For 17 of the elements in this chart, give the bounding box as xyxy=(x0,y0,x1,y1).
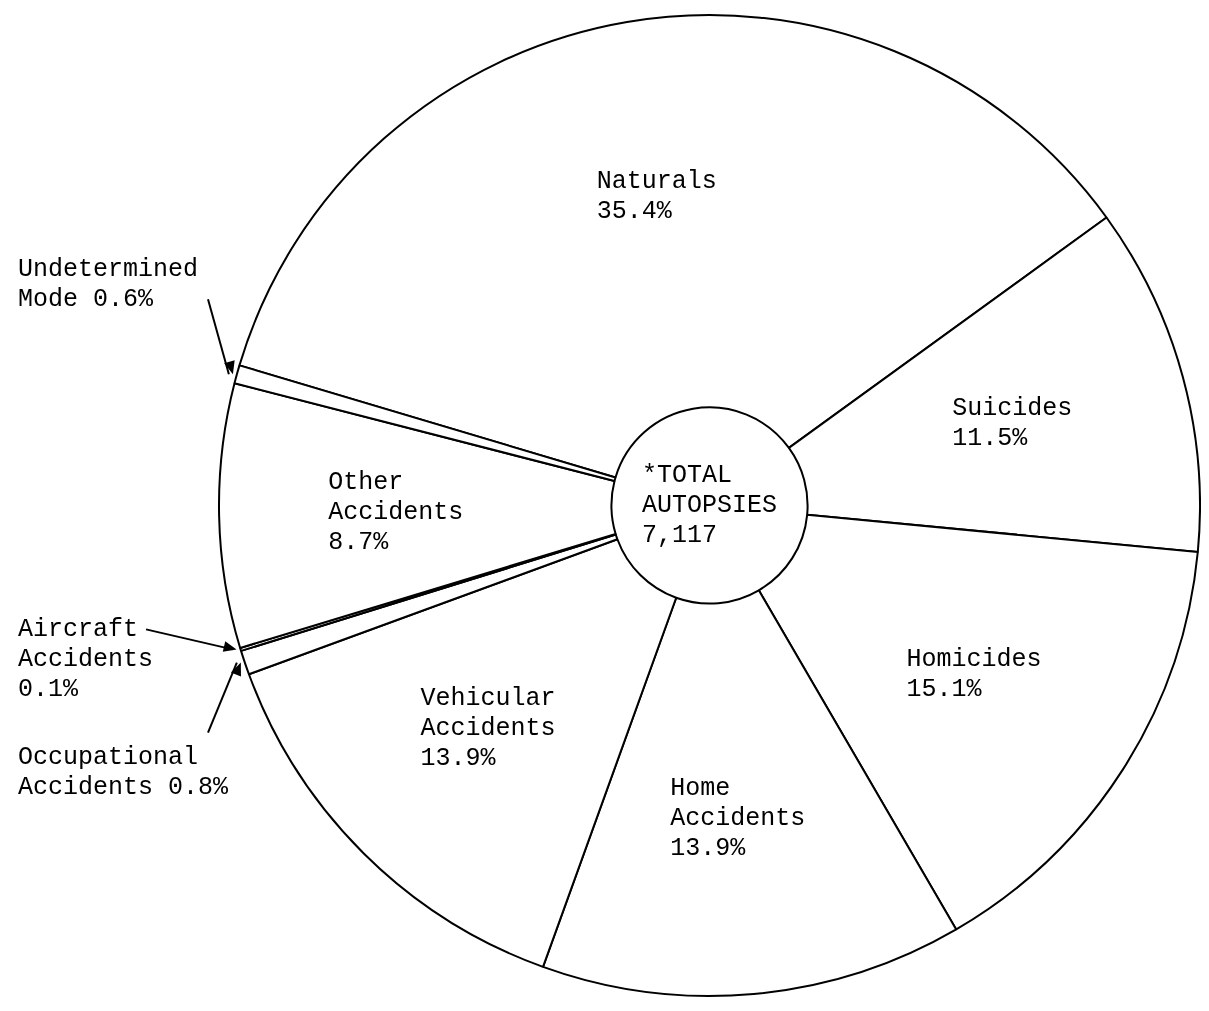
data-label: 11.5% xyxy=(952,423,1029,453)
slice-label: Undetermined Mode 0.6% xyxy=(18,254,199,314)
data-label: 8.7% xyxy=(328,527,390,557)
slice-label: Aircraft Accidents xyxy=(18,615,154,675)
slice-label: Vehicular Accidents xyxy=(420,683,556,743)
data-label: 35.4% xyxy=(596,196,673,226)
slice-label: Suicides xyxy=(952,393,1073,423)
slice-label: Occupational Accidents 0.8% xyxy=(18,743,230,803)
slice-label: Naturals xyxy=(596,166,717,196)
data-label: 15.1% xyxy=(906,675,983,705)
data-label: 13.9% xyxy=(670,833,747,863)
data-label: 0.1% xyxy=(18,675,80,705)
slice-label: Home Accidents xyxy=(670,773,806,833)
data-label: 13.9% xyxy=(420,743,497,773)
slice-label: Homicides xyxy=(906,645,1042,675)
text: *TOTAL AUTOPSIES 7,117 xyxy=(641,461,778,551)
slice-label: Other Accidents xyxy=(328,467,464,527)
